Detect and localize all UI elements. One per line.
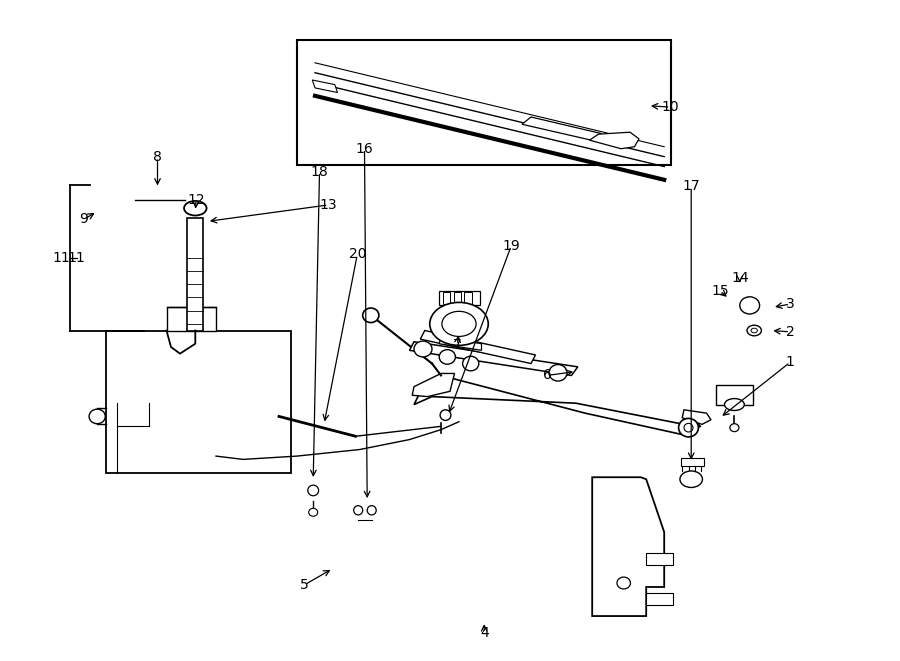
Text: 11: 11 bbox=[68, 251, 86, 265]
Text: 16: 16 bbox=[356, 141, 373, 156]
Text: 6: 6 bbox=[543, 368, 552, 383]
Ellipse shape bbox=[430, 302, 488, 345]
Bar bbox=[443, 292, 450, 304]
Ellipse shape bbox=[680, 471, 703, 488]
Ellipse shape bbox=[549, 365, 567, 381]
Text: 2: 2 bbox=[786, 325, 795, 339]
Ellipse shape bbox=[679, 418, 698, 437]
Bar bbox=[646, 593, 673, 605]
Text: 1: 1 bbox=[786, 355, 795, 369]
Bar bbox=[297, 40, 670, 165]
Ellipse shape bbox=[730, 424, 739, 432]
Text: 17: 17 bbox=[682, 179, 700, 194]
Polygon shape bbox=[414, 375, 700, 435]
Ellipse shape bbox=[184, 201, 207, 215]
Polygon shape bbox=[412, 373, 454, 397]
Ellipse shape bbox=[414, 341, 432, 357]
FancyBboxPatch shape bbox=[106, 330, 291, 473]
Ellipse shape bbox=[89, 409, 105, 424]
Bar bbox=[166, 307, 216, 330]
Text: 3: 3 bbox=[786, 297, 795, 311]
Polygon shape bbox=[592, 477, 664, 616]
Text: 20: 20 bbox=[348, 247, 366, 262]
Text: 19: 19 bbox=[502, 239, 520, 253]
Ellipse shape bbox=[463, 356, 479, 371]
Text: 13: 13 bbox=[320, 198, 338, 212]
Bar bbox=[681, 458, 704, 466]
Bar bbox=[464, 292, 472, 304]
Ellipse shape bbox=[747, 325, 761, 336]
Polygon shape bbox=[410, 342, 578, 375]
Text: 12: 12 bbox=[187, 192, 205, 207]
Polygon shape bbox=[590, 132, 639, 149]
Text: 18: 18 bbox=[310, 165, 328, 179]
Polygon shape bbox=[522, 117, 601, 141]
Ellipse shape bbox=[751, 329, 757, 332]
Ellipse shape bbox=[354, 506, 363, 515]
Ellipse shape bbox=[724, 399, 744, 410]
Ellipse shape bbox=[684, 423, 693, 432]
Text: 15: 15 bbox=[711, 284, 729, 298]
Polygon shape bbox=[312, 80, 338, 93]
Ellipse shape bbox=[308, 485, 319, 496]
Text: 14: 14 bbox=[731, 270, 749, 285]
Text: 7: 7 bbox=[453, 338, 462, 352]
Text: 9: 9 bbox=[79, 212, 88, 227]
Polygon shape bbox=[420, 330, 536, 364]
Bar bbox=[439, 291, 480, 305]
Bar bbox=[187, 218, 203, 330]
Bar bbox=[716, 385, 753, 405]
Bar bbox=[646, 553, 673, 565]
Bar bbox=[454, 292, 461, 304]
Ellipse shape bbox=[363, 308, 379, 323]
Ellipse shape bbox=[439, 350, 455, 364]
Text: 5: 5 bbox=[300, 578, 309, 592]
Text: 8: 8 bbox=[153, 150, 162, 165]
Ellipse shape bbox=[440, 410, 451, 420]
Ellipse shape bbox=[740, 297, 760, 314]
Polygon shape bbox=[682, 410, 711, 424]
Ellipse shape bbox=[442, 311, 476, 336]
Ellipse shape bbox=[309, 508, 318, 516]
Ellipse shape bbox=[367, 506, 376, 515]
Text: 11: 11 bbox=[52, 251, 70, 265]
Polygon shape bbox=[439, 337, 482, 350]
Text: 10: 10 bbox=[662, 100, 680, 114]
Text: 4: 4 bbox=[480, 626, 489, 641]
Ellipse shape bbox=[616, 577, 630, 589]
